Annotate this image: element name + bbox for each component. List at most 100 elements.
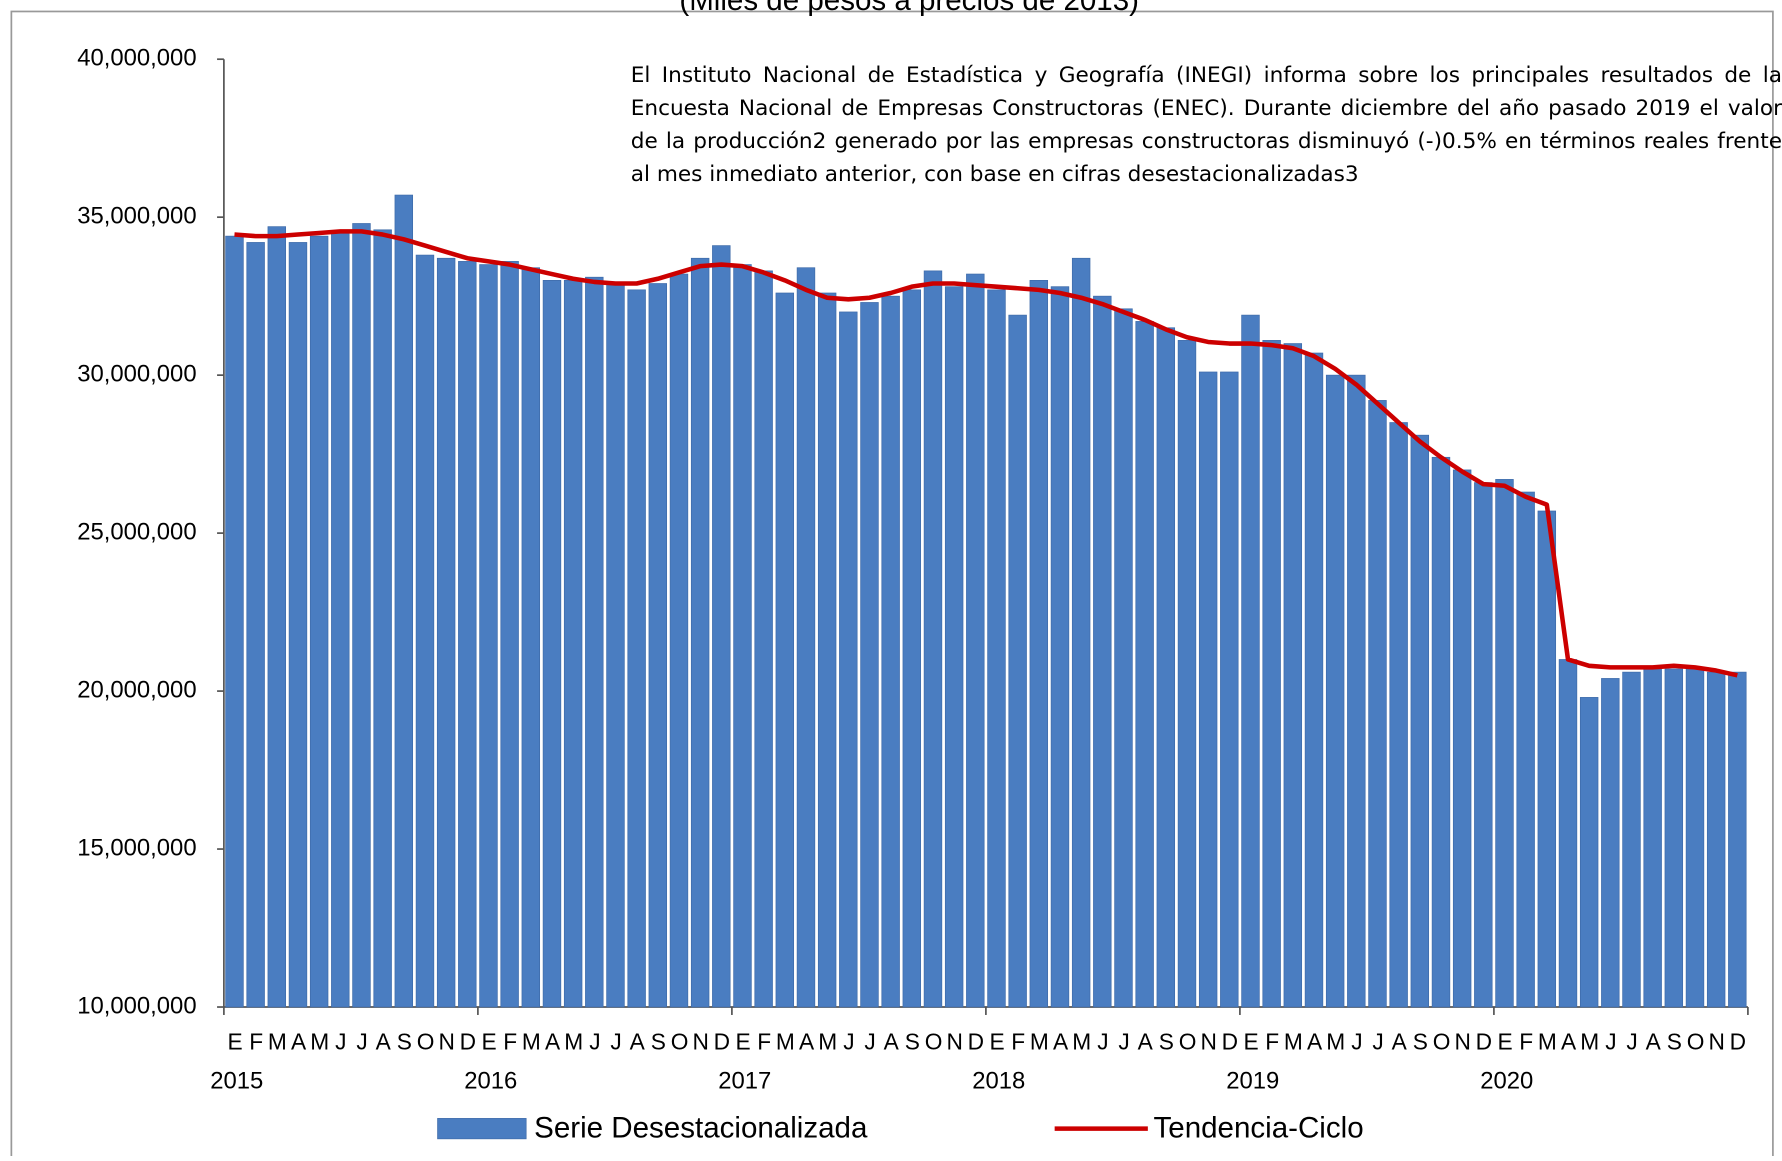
bar <box>352 223 371 1008</box>
bar <box>1622 671 1641 1008</box>
bar <box>309 235 329 1008</box>
bar <box>1304 352 1324 1008</box>
bar <box>1241 314 1260 1008</box>
bar <box>1198 371 1218 1008</box>
x-tick-label: F <box>757 1028 770 1054</box>
bar <box>542 280 562 1008</box>
year-label: 2020 <box>1480 1067 1533 1094</box>
x-tick-label: J <box>335 1028 345 1054</box>
x-tick-label: F <box>249 1028 262 1054</box>
x-tick-label: A <box>1307 1028 1323 1054</box>
x-tick-label: S <box>397 1028 412 1054</box>
x-tick-label: M <box>522 1028 540 1054</box>
x-tick-label: D <box>968 1028 984 1054</box>
bar <box>1135 321 1154 1008</box>
bar <box>585 276 604 1008</box>
x-tick-label: J <box>356 1028 366 1054</box>
y-tick-label: 35,000,000 <box>77 202 196 229</box>
y-tick-label: 40,000,000 <box>77 44 196 71</box>
x-tick-label: O <box>671 1028 688 1054</box>
bar <box>267 226 287 1008</box>
legend-label: Serie Desestacionalizada <box>534 1112 868 1145</box>
bar <box>1643 668 1662 1008</box>
bar <box>987 289 1006 1008</box>
bar <box>1685 668 1705 1008</box>
bar <box>1389 422 1408 1008</box>
x-tick-label: S <box>1159 1028 1174 1054</box>
bar <box>1114 308 1133 1008</box>
x-tick-label: M <box>310 1028 328 1054</box>
bar <box>1050 286 1070 1008</box>
x-tick-label: O <box>925 1028 942 1054</box>
bar <box>246 242 265 1008</box>
x-tick-label: O <box>417 1028 434 1054</box>
x-tick-label: E <box>1243 1028 1258 1054</box>
bar <box>1410 434 1430 1008</box>
bar <box>923 270 943 1008</box>
bar <box>1029 280 1049 1008</box>
x-tick-label: D <box>1476 1028 1492 1054</box>
bar <box>225 235 244 1008</box>
bar <box>563 280 583 1008</box>
x-tick-label: J <box>1626 1028 1636 1054</box>
bar <box>860 302 879 1008</box>
bar <box>1516 491 1535 1008</box>
bar <box>1579 697 1599 1008</box>
x-tick-label: N <box>947 1028 962 1054</box>
bar <box>1664 668 1684 1008</box>
y-tick-label: 10,000,000 <box>77 992 196 1019</box>
bar <box>436 257 456 1008</box>
x-tick-label: M <box>1030 1028 1048 1054</box>
bar <box>690 257 710 1008</box>
bar <box>1347 374 1366 1008</box>
x-tick-label: A <box>1053 1028 1069 1054</box>
x-tick-label: M <box>1538 1028 1556 1054</box>
x-tick-label: M <box>1072 1028 1090 1054</box>
bar <box>775 292 795 1008</box>
y-tick-label: 15,000,000 <box>77 834 196 861</box>
bar <box>1325 374 1345 1008</box>
bar <box>1093 295 1112 1008</box>
x-tick-label: A <box>1392 1028 1408 1054</box>
x-tick-label: S <box>1413 1028 1428 1054</box>
x-tick-label: N <box>438 1028 453 1054</box>
x-tick-label: M <box>1580 1028 1598 1054</box>
x-tick-label: J <box>1351 1028 1361 1054</box>
bar <box>1728 671 1747 1008</box>
x-tick-label: J <box>1118 1028 1128 1054</box>
legend-swatch <box>437 1118 527 1140</box>
x-tick-label: F <box>503 1028 516 1054</box>
bar <box>1177 340 1197 1008</box>
bar <box>415 254 435 1008</box>
x-tick-label: D <box>714 1028 730 1054</box>
x-tick-label: M <box>564 1028 582 1054</box>
bar <box>669 273 689 1008</box>
bar <box>1474 482 1493 1008</box>
bar <box>1537 510 1557 1008</box>
bar <box>1283 343 1303 1008</box>
x-tick-label: J <box>610 1028 620 1054</box>
x-tick-label: S <box>905 1028 920 1054</box>
x-tick-label: D <box>1730 1028 1746 1054</box>
x-tick-label: J <box>864 1028 874 1054</box>
x-tick-label: O <box>1179 1028 1196 1054</box>
x-tick-label: A <box>884 1028 900 1054</box>
x-tick-label: A <box>630 1028 646 1054</box>
legend-label: Tendencia-Ciclo <box>1154 1112 1364 1145</box>
x-tick-label: A <box>291 1028 307 1054</box>
x-tick-label: J <box>589 1028 599 1054</box>
x-tick-label: J <box>1372 1028 1382 1054</box>
bar <box>331 232 350 1008</box>
x-tick-label: N <box>1201 1028 1216 1054</box>
bar <box>1452 469 1472 1008</box>
y-tick-label: 30,000,000 <box>77 360 196 387</box>
bar <box>288 242 308 1008</box>
x-tick-label: A <box>1138 1028 1154 1054</box>
bar <box>796 267 816 1008</box>
year-label: 2018 <box>972 1067 1025 1094</box>
x-tick-label: E <box>1497 1028 1512 1054</box>
annotation: El Instituto Nacional de Estadística y G… <box>630 62 1782 187</box>
x-tick-label: A <box>1561 1028 1577 1054</box>
x-tick-label: O <box>1687 1028 1704 1054</box>
